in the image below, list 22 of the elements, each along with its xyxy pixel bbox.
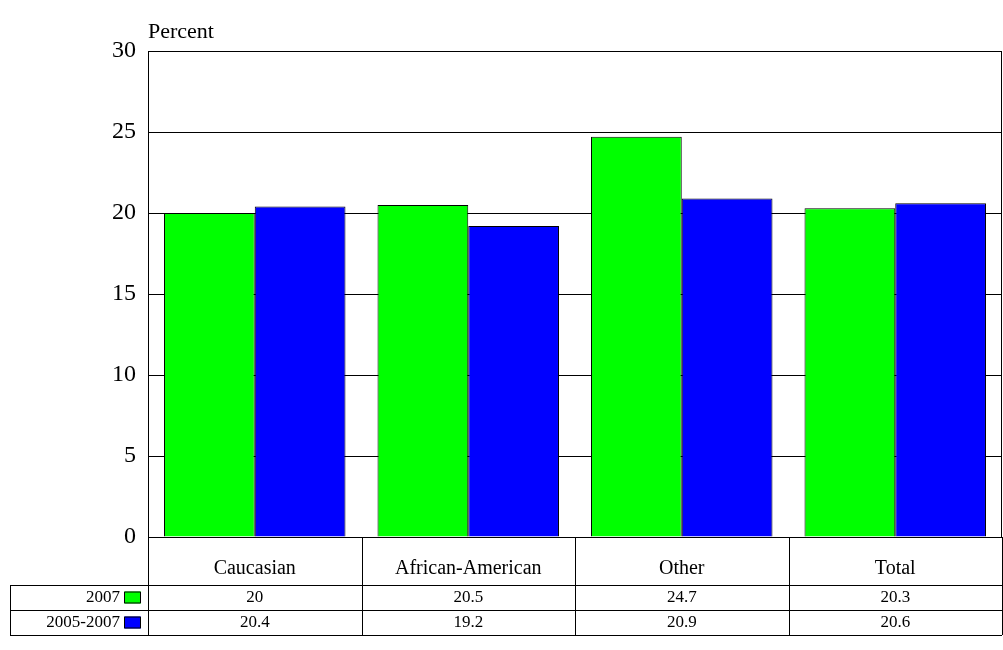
x-tick-label: Other <box>658 556 705 579</box>
data-label: 19.2 <box>453 611 484 631</box>
x-tick-label: African-American <box>394 556 542 579</box>
x-tick-label: Total <box>874 556 917 579</box>
y-axis-title: Percent <box>148 17 214 43</box>
data-label: 20.4 <box>239 611 271 631</box>
y-tick-label: 15 <box>112 279 136 306</box>
legend-label: 2007 <box>86 586 121 606</box>
y-tick-label: 25 <box>112 117 136 144</box>
y-tick-label: 0 <box>124 522 136 549</box>
y-tick-label: 10 <box>112 360 136 387</box>
data-label: 20.9 <box>666 611 697 631</box>
legend-label: 2005-2007 <box>46 611 121 631</box>
data-label: 24.7 <box>666 586 698 606</box>
data-label: 20.3 <box>880 586 911 606</box>
data-label: 20.6 <box>880 611 911 631</box>
x-tick-label: Caucasian <box>213 556 296 579</box>
y-tick-label: 5 <box>124 441 136 468</box>
y-tick-label: 20 <box>112 198 136 225</box>
data-label: 20 <box>246 586 264 606</box>
y-tick-label: 30 <box>112 36 136 63</box>
data-label: 20.5 <box>453 586 484 606</box>
